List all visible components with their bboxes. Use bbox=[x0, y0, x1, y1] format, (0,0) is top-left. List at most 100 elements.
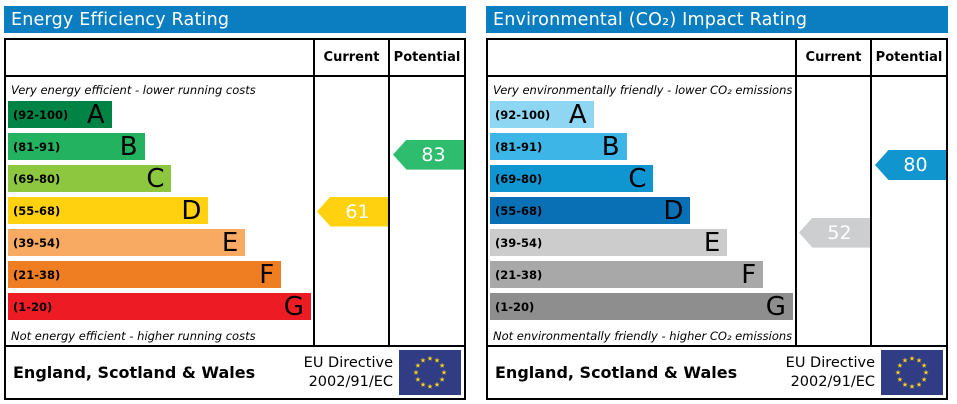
band-range-label: (69-80) bbox=[495, 171, 543, 186]
band-letter: D bbox=[663, 195, 684, 226]
band-range-label: (21-38) bbox=[495, 267, 543, 282]
band-range-label: (55-68) bbox=[495, 203, 543, 218]
eu-directive-line1: EU Directive bbox=[303, 355, 393, 372]
panel-title: Energy Efficiency Rating bbox=[11, 9, 230, 30]
band-range-label: (21-38) bbox=[13, 267, 61, 282]
eu-directive-line1: EU Directive bbox=[785, 355, 875, 372]
band-range-label: (69-80) bbox=[13, 171, 61, 186]
environmental-impact-panel: Environmental (CO₂) Impact Rating Curren… bbox=[486, 6, 948, 400]
band-row: (1-20) G bbox=[8, 293, 313, 320]
header-spacer-cell bbox=[488, 40, 795, 75]
band-row: (39-54) E bbox=[490, 229, 795, 256]
band-range-label: (1-20) bbox=[13, 299, 53, 314]
energy-efficiency-panel: Energy Efficiency Rating Current Potenti… bbox=[4, 6, 466, 400]
rating-band-f: (21-38) F bbox=[8, 259, 282, 290]
current-column-header: Current bbox=[313, 40, 388, 75]
band-row: (55-68) D bbox=[490, 197, 795, 224]
potential-rating-value: 80 bbox=[903, 154, 928, 176]
eu-flag-icon bbox=[881, 350, 943, 395]
eu-directive-label: EU Directive 2002/91/EC bbox=[786, 354, 875, 390]
footer-region-label: England, Scotland & Wales bbox=[495, 363, 738, 382]
current-rating-arrow: 52 bbox=[799, 217, 870, 248]
eu-flag-icon bbox=[399, 350, 461, 395]
band-row: (81-91) B bbox=[490, 133, 795, 160]
column-header-row: Current Potential bbox=[6, 40, 464, 77]
current-rating-value: 52 bbox=[827, 221, 852, 244]
band-letter: G bbox=[283, 291, 304, 322]
band-range-label: (92-100) bbox=[13, 107, 69, 122]
eu-directive-line2: 2002/91/EC bbox=[790, 373, 875, 390]
chart-footer: England, Scotland & Wales EU Directive 2… bbox=[488, 345, 946, 398]
band-row: (69-80) C bbox=[8, 165, 313, 192]
band-letter: B bbox=[119, 131, 138, 162]
bottom-caption: Not environmentally friendly - higher CO… bbox=[493, 329, 793, 343]
band-range-label: (1-20) bbox=[495, 299, 535, 314]
band-letter: E bbox=[703, 227, 721, 258]
band-range-label: (39-54) bbox=[13, 235, 61, 250]
rating-band-e: (39-54) E bbox=[490, 227, 728, 258]
band-letter: G bbox=[765, 291, 786, 322]
band-letter: F bbox=[741, 259, 757, 290]
potential-column-header: Potential bbox=[870, 40, 946, 75]
potential-column bbox=[388, 77, 464, 347]
current-column bbox=[795, 77, 870, 347]
band-range-label: (92-100) bbox=[495, 107, 551, 122]
rating-scale: Very environmentally friendly - lower CO… bbox=[488, 77, 795, 347]
band-row: (92-100) A bbox=[490, 101, 795, 128]
rating-band-c: (69-80) C bbox=[8, 163, 172, 194]
band-range-label: (39-54) bbox=[495, 235, 543, 250]
rating-band-d: (55-68) D bbox=[8, 195, 209, 226]
rating-band-b: (81-91) B bbox=[8, 133, 145, 160]
rating-chart-frame: Current Potential Very environmentally f… bbox=[486, 38, 948, 400]
rating-band-a: (92-100) A bbox=[490, 101, 594, 128]
band-range-label: (81-91) bbox=[13, 139, 61, 154]
band-row: (55-68) D bbox=[8, 197, 313, 224]
rating-band-d: (55-68) D bbox=[490, 195, 691, 226]
chart-body: Very energy efficient - lower running co… bbox=[6, 77, 464, 347]
current-column-header: Current bbox=[795, 40, 870, 75]
rating-band-c: (69-80) C bbox=[490, 163, 654, 194]
band-range-label: (55-68) bbox=[13, 203, 61, 218]
band-letter: A bbox=[86, 99, 105, 130]
top-caption: Very environmentally friendly - lower CO… bbox=[493, 83, 793, 97]
panel-title: Environmental (CO₂) Impact Rating bbox=[493, 9, 808, 30]
current-rating-value: 61 bbox=[345, 200, 370, 223]
band-row: (39-54) E bbox=[8, 229, 313, 256]
header-spacer-cell bbox=[6, 40, 313, 75]
potential-rating-arrow: 83 bbox=[393, 139, 464, 170]
rating-band-f: (21-38) F bbox=[490, 259, 764, 290]
top-caption: Very energy efficient - lower running co… bbox=[11, 83, 256, 97]
band-row: (69-80) C bbox=[490, 165, 795, 192]
panel-title-bar: Environmental (CO₂) Impact Rating bbox=[486, 6, 948, 33]
rating-band-g: (1-20) G bbox=[8, 293, 311, 320]
rating-band-g: (1-20) G bbox=[490, 293, 793, 320]
rating-scale: Very energy efficient - lower running co… bbox=[6, 77, 313, 347]
panel-title-bar: Energy Efficiency Rating bbox=[4, 6, 466, 33]
potential-column-header: Potential bbox=[388, 40, 464, 75]
rating-chart-frame: Current Potential Very energy efficient … bbox=[4, 38, 466, 400]
band-letter: F bbox=[259, 259, 275, 290]
rating-band-a: (92-100) A bbox=[8, 101, 112, 128]
band-letter: D bbox=[181, 195, 202, 226]
band-letter: C bbox=[628, 163, 647, 194]
footer-region-label: England, Scotland & Wales bbox=[13, 363, 256, 382]
current-rating-arrow: 61 bbox=[317, 196, 388, 227]
band-row: (81-91) B bbox=[8, 133, 313, 160]
band-letter: C bbox=[146, 163, 165, 194]
rating-band-b: (81-91) B bbox=[490, 133, 627, 160]
band-row: (1-20) G bbox=[490, 293, 795, 320]
potential-rating-value: 83 bbox=[421, 143, 446, 166]
band-row: (21-38) F bbox=[490, 261, 795, 288]
potential-column bbox=[870, 77, 946, 347]
eu-directive-line2: 2002/91/EC bbox=[308, 373, 393, 390]
eu-directive-label: EU Directive 2002/91/EC bbox=[304, 354, 393, 390]
band-row: (21-38) F bbox=[8, 261, 313, 288]
bottom-caption: Not energy efficient - higher running co… bbox=[11, 329, 256, 343]
column-header-row: Current Potential bbox=[488, 40, 946, 77]
band-range-label: (81-91) bbox=[495, 139, 543, 154]
current-column bbox=[313, 77, 388, 347]
band-row: (92-100) A bbox=[8, 101, 313, 128]
potential-rating-arrow: 80 bbox=[875, 150, 946, 180]
band-letter: A bbox=[568, 99, 587, 130]
